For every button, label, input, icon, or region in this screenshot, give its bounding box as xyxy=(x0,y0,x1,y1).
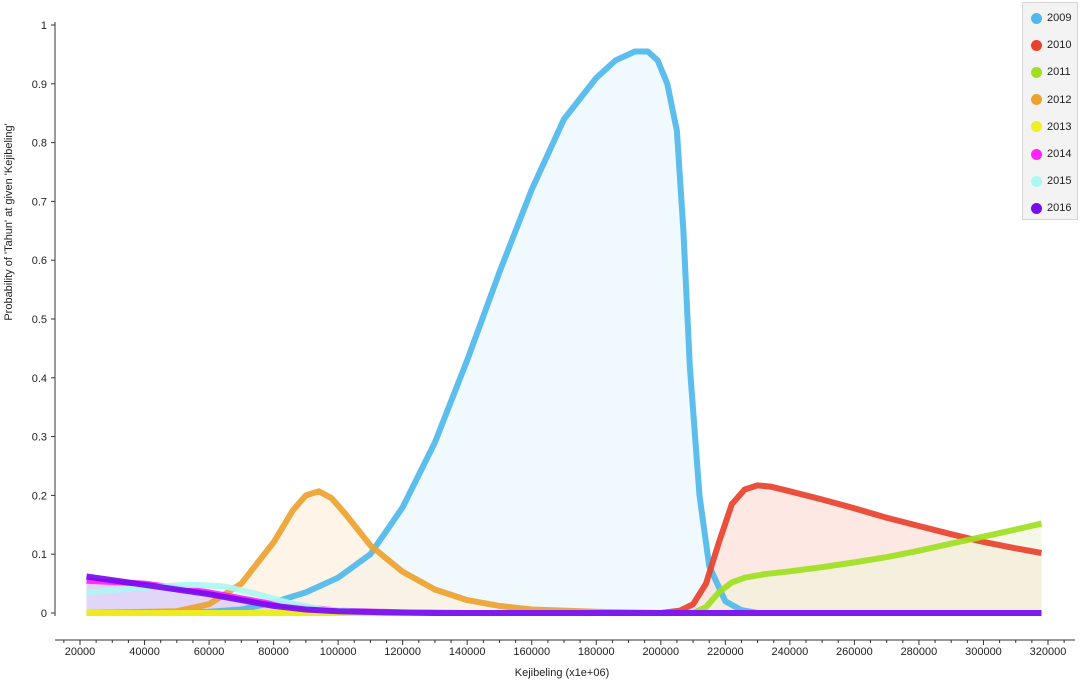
x-tick-label: 220000 xyxy=(707,646,744,658)
series-line-2010 xyxy=(86,482,1043,616)
legend-swatch xyxy=(1031,12,1042,24)
legend-label: 2010 xyxy=(1047,39,1072,52)
legend-swatch xyxy=(1031,39,1042,51)
series-lines xyxy=(86,48,1043,616)
legend-item-2014: 2014 xyxy=(1031,146,1071,162)
series-fills xyxy=(86,51,1042,613)
x-tick-label: 20000 xyxy=(65,646,96,658)
x-tick-label: 120000 xyxy=(384,646,421,658)
x-tick-label: 80000 xyxy=(258,646,289,658)
legend-item-2013: 2013 xyxy=(1031,119,1071,135)
legend-label: 2011 xyxy=(1047,66,1071,79)
x-tick-label: 40000 xyxy=(129,646,160,658)
y-tick-label: 0.3 xyxy=(32,432,47,444)
y-tick-label: 0.7 xyxy=(32,196,47,208)
y-tick-label: 0.2 xyxy=(32,490,47,502)
x-tick-label: 100000 xyxy=(320,646,357,658)
legend-item-2009: 2009 xyxy=(1031,10,1071,26)
legend-item-2016: 2016 xyxy=(1031,200,1071,216)
x-tick-label: 300000 xyxy=(965,646,1002,658)
legend-swatch xyxy=(1031,202,1042,214)
series-line-2012 xyxy=(86,488,1042,616)
legend-label: 2009 xyxy=(1047,12,1072,24)
x-tick-label: 200000 xyxy=(642,646,679,658)
y-tick-label: 1 xyxy=(41,20,47,32)
x-axis-label: Kejibeling (x1e+06) xyxy=(515,667,609,679)
series-line-2016 xyxy=(86,573,1042,616)
legend-label: 2014 xyxy=(1047,148,1072,160)
y-tick-label: 0.9 xyxy=(32,79,47,91)
x-tick-label: 60000 xyxy=(194,646,225,658)
legend-swatch xyxy=(1031,148,1042,160)
x-tick-label: 320000 xyxy=(1030,646,1067,658)
legend-item-2010: 2010 xyxy=(1031,37,1071,53)
legend-swatch xyxy=(1031,121,1042,133)
series-line-2009 xyxy=(86,48,1042,616)
series-area-2009 xyxy=(86,51,1042,613)
legend-label: 2015 xyxy=(1047,175,1072,188)
legend-item-2012: 2012 xyxy=(1031,92,1071,108)
y-tick-label: 0 xyxy=(41,608,47,620)
y-tick-label: 0.4 xyxy=(32,373,47,385)
chart-legend: 2009 2010 2011 2012 2013 2014 2015 2016 xyxy=(1022,2,1078,220)
series-area-2011 xyxy=(86,523,1042,613)
legend-label: 2016 xyxy=(1047,202,1072,215)
legend-swatch xyxy=(1031,94,1042,106)
y-tick-label: 0.1 xyxy=(32,549,47,561)
x-tick-label: 160000 xyxy=(513,646,550,658)
x-tick-label: 140000 xyxy=(449,646,486,658)
x-tick-label: 180000 xyxy=(578,646,615,658)
y-axis-label: Probability of 'Tahun' at given 'Kejibel… xyxy=(3,123,15,320)
legend-item-2011: 2011 xyxy=(1031,64,1071,80)
series-line-2011 xyxy=(86,520,1043,616)
legend-label: 2012 xyxy=(1047,93,1072,106)
y-tick-label: 0.8 xyxy=(32,138,47,150)
x-tick-label: 280000 xyxy=(901,646,938,658)
x-tick-label: 260000 xyxy=(836,646,873,658)
legend-swatch xyxy=(1031,66,1042,78)
legend-swatch xyxy=(1031,175,1042,187)
y-tick-label: 0.6 xyxy=(32,255,47,267)
legend-label: 2013 xyxy=(1047,120,1072,133)
x-tick-label: 240000 xyxy=(772,646,809,658)
y-tick-label: 0.5 xyxy=(32,314,47,326)
legend-item-2015: 2015 xyxy=(1031,173,1071,189)
